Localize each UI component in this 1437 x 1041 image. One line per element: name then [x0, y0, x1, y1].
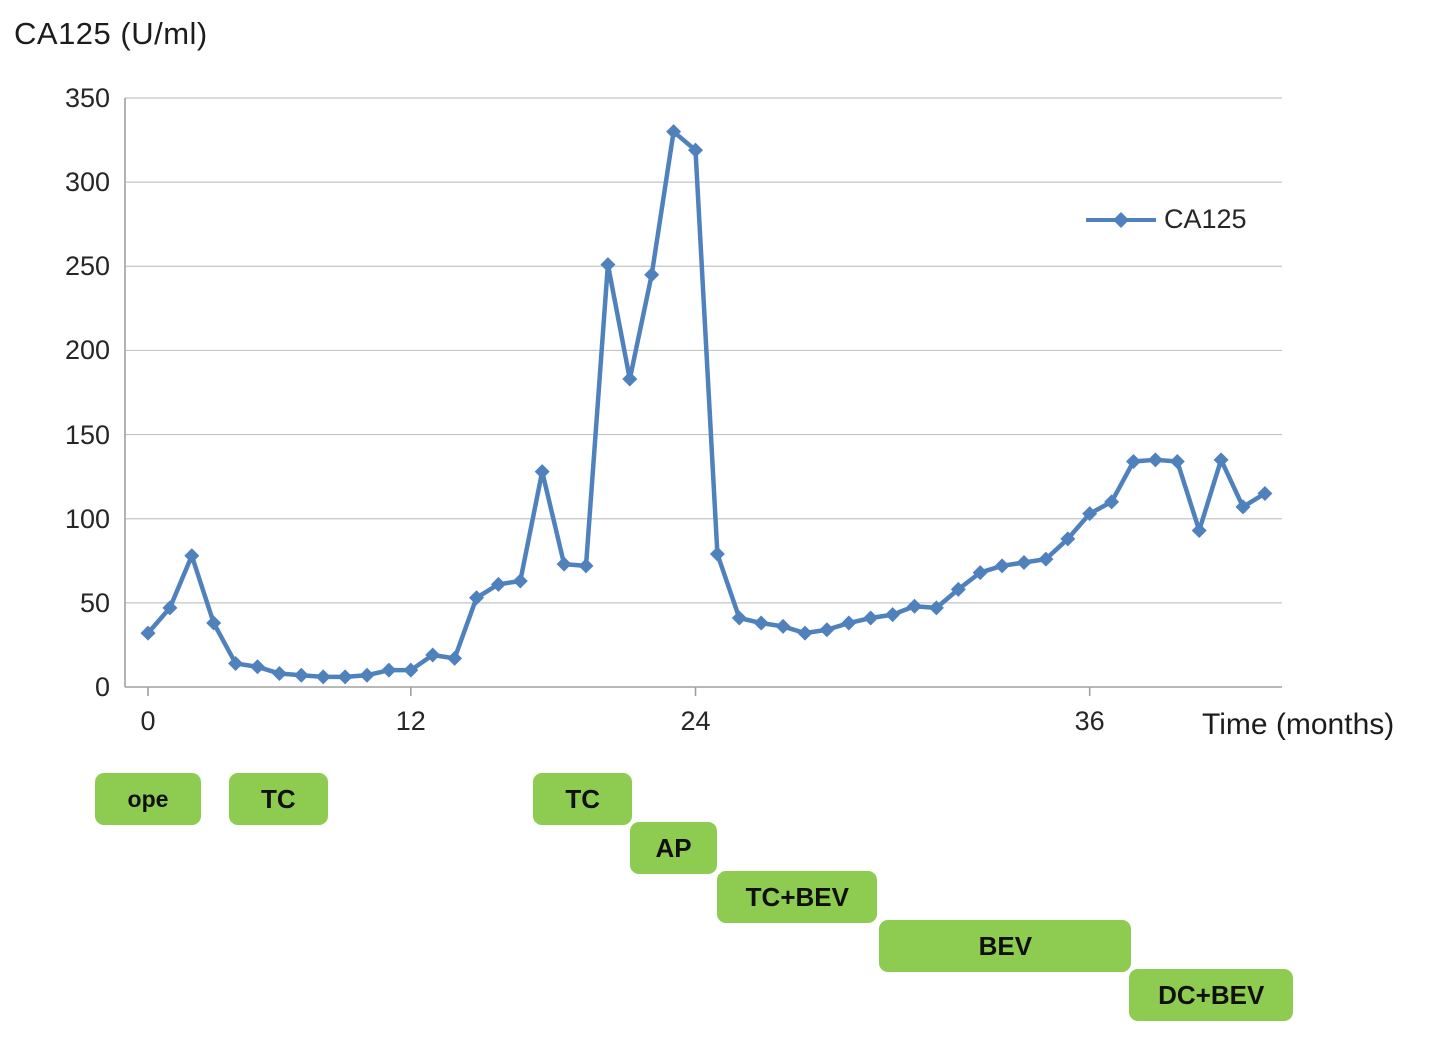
data-point-marker [1169, 453, 1185, 469]
data-point-marker [1060, 531, 1076, 547]
data-point-marker [337, 669, 353, 685]
data-point-marker [644, 267, 660, 283]
data-point-marker [512, 573, 528, 589]
data-point-marker [928, 600, 944, 616]
ca125-series-line [146, 129, 1267, 680]
x-axis-title: Time (months) [1202, 708, 1395, 741]
data-point-marker [731, 610, 747, 626]
data-point-marker [688, 142, 703, 158]
data-point-marker [972, 565, 988, 581]
data-point-marker [753, 615, 769, 631]
data-point-marker [184, 548, 200, 564]
treatment-bar-bev: BEV [879, 920, 1132, 972]
data-point-marker [425, 647, 441, 663]
data-point-marker [490, 576, 506, 592]
data-point-marker [885, 607, 901, 623]
data-point-marker [447, 650, 463, 666]
y-tick-label: 300 [64, 167, 110, 198]
data-point-marker [1016, 554, 1032, 570]
treatment-bar-tc: TC [533, 773, 632, 825]
data-point-marker [1191, 522, 1207, 538]
data-point-marker [1235, 499, 1251, 515]
data-point-marker [315, 669, 331, 685]
data-point-marker [797, 625, 813, 641]
data-point-marker [403, 662, 419, 678]
treatment-bar-dc-bev: DC+BEV [1129, 969, 1294, 1021]
data-point-marker [250, 659, 265, 675]
y-tick-label: 100 [64, 503, 110, 534]
data-point-marker [1213, 452, 1229, 468]
data-point-marker [600, 257, 616, 273]
data-point-marker [381, 662, 397, 678]
treatment-bar-ope: ope [95, 773, 201, 825]
data-point-marker [206, 615, 222, 631]
data-point-marker [863, 610, 879, 626]
data-point-marker [622, 371, 638, 387]
data-point-marker [819, 622, 835, 638]
data-point-marker [228, 655, 244, 671]
data-point-marker [271, 666, 287, 682]
data-point-marker [1257, 485, 1273, 501]
data-point-marker [534, 464, 550, 480]
y-tick-label: 200 [64, 335, 110, 366]
data-point-marker [907, 598, 922, 614]
y-axis-title: CA125 (U/ml) [14, 16, 208, 51]
treatment-bar-tc-bev: TC+BEV [717, 871, 878, 923]
data-point-marker [140, 625, 156, 641]
data-point-marker [1104, 494, 1120, 510]
data-point-marker [775, 618, 791, 634]
data-point-marker [709, 546, 725, 562]
x-tick-label: 36 [1074, 706, 1105, 736]
y-tick-label: 150 [64, 419, 110, 450]
x-tick-label: 12 [395, 706, 426, 736]
data-point-marker [1147, 452, 1163, 468]
y-tick-label: 250 [64, 251, 110, 282]
x-tick-label: 0 [140, 706, 156, 736]
treatment-bar-tc: TC [229, 773, 328, 825]
data-point-marker [293, 667, 309, 683]
data-point-marker [666, 124, 682, 140]
data-point-marker [556, 556, 572, 572]
data-point-marker [1038, 551, 1054, 567]
data-point-marker [469, 590, 484, 606]
legend: CA125 [1086, 204, 1247, 235]
y-tick-label: 350 [64, 83, 110, 113]
data-point-marker [359, 667, 375, 683]
treatment-bar-ap: AP [629, 822, 718, 874]
x-tick-label: 24 [680, 706, 711, 736]
y-tick-label: 0 [94, 672, 110, 702]
data-point-marker [1082, 506, 1098, 522]
y-tick-label: 50 [79, 587, 110, 618]
data-point-marker [841, 615, 857, 631]
data-point-marker [950, 581, 966, 597]
data-point-marker [994, 558, 1010, 574]
legend-line-marker-icon [1086, 211, 1156, 228]
data-point-marker [162, 600, 178, 616]
data-point-marker [1126, 453, 1141, 469]
data-point-marker [578, 558, 594, 574]
legend-label: CA125 [1164, 204, 1247, 234]
